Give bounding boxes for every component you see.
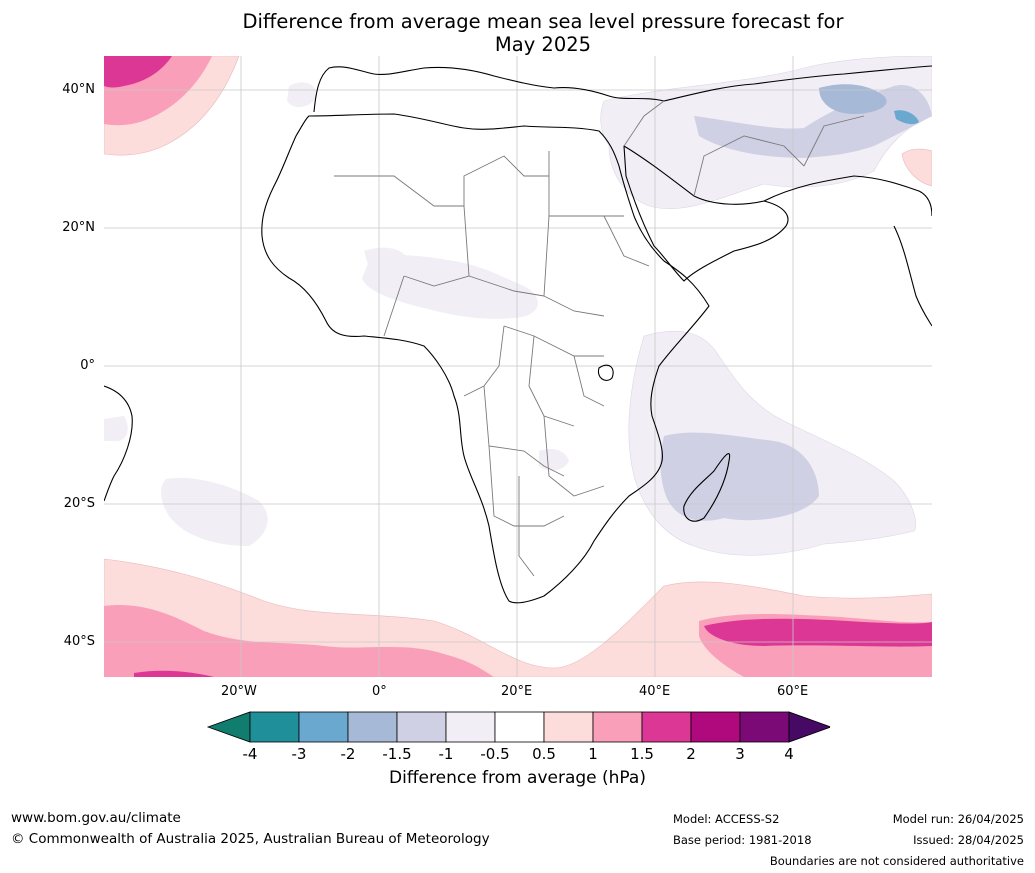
country-borders <box>334 100 865 577</box>
colorbar-cell <box>347 711 398 743</box>
lat-label-20n: 20°N <box>62 220 95 235</box>
anomaly-south-magenta-west <box>134 670 214 677</box>
anomaly-south-pink <box>104 605 494 677</box>
colorbar-cell <box>641 711 692 743</box>
footer-issued: Issued: 28/04/2025 <box>913 833 1024 847</box>
colorbar-cell <box>249 711 300 743</box>
colorbar <box>206 711 830 743</box>
colorbar-tick-label: -0.5 <box>480 745 510 763</box>
lat-label-equator: 0° <box>80 358 95 373</box>
colorbar-tick-label: -1.5 <box>382 745 412 763</box>
footer-base-period: Base period: 1981-2018 <box>673 833 812 847</box>
lat-label-20s: 20°S <box>63 496 95 511</box>
anomaly-south-magenta-east <box>704 618 932 647</box>
anomaly-east-light <box>901 148 932 187</box>
colorbar-cell <box>739 711 790 743</box>
colorbar-tick-label: -4 <box>242 745 258 763</box>
map-svg <box>104 56 932 677</box>
colorbar-tick-label: 3 <box>735 745 745 763</box>
footer-model-run: Model run: 26/04/2025 <box>892 812 1024 826</box>
colorbar-cell <box>298 711 349 743</box>
anomaly-mideast-dark <box>819 84 887 114</box>
lon-label-0: 0° <box>372 684 387 699</box>
title-line-1: Difference from average mean sea level p… <box>242 10 844 33</box>
pressure-anomaly-map <box>104 56 932 677</box>
anomaly-north-atlantic-light <box>287 82 317 108</box>
colorbar-tick-label: 1 <box>588 745 598 763</box>
colorbar-tick-label: 4 <box>784 745 794 763</box>
colorbar-cell <box>543 711 594 743</box>
map-title: Difference from average mean sea level p… <box>0 10 1035 56</box>
lon-label-20w: 20°W <box>221 684 257 699</box>
anomaly-sahel-light <box>362 255 538 319</box>
colorbar-tick-label: -3 <box>291 745 307 763</box>
colorbar-tick-label: 2 <box>686 745 696 763</box>
anomaly-indian-mid <box>660 432 819 521</box>
colorbar-cell <box>494 711 545 743</box>
anomaly-mideast-teal <box>894 110 919 125</box>
footer-disclaimer: Boundaries are not considered authoritat… <box>769 854 1024 868</box>
colorbar-tick-label: -1 <box>438 745 454 763</box>
anomaly-southern-africa-light <box>539 449 569 471</box>
footer-model: Model: ACCESS-S2 <box>673 812 780 826</box>
colorbar-cell <box>690 711 741 743</box>
footer-copyright: © Commonwealth of Australia 2025, Austra… <box>11 831 490 847</box>
lat-label-40n: 40°N <box>62 82 95 97</box>
title-line-2: May 2025 <box>494 33 592 56</box>
colorbar-cell <box>396 711 447 743</box>
lon-label-20e: 20°E <box>501 684 533 699</box>
colorbar-cell <box>445 711 496 743</box>
colorbar-cells <box>206 711 830 743</box>
colorbar-extend-min <box>206 711 251 743</box>
lon-label-60e: 60°E <box>777 684 809 699</box>
anomaly-west-atlantic-light <box>104 416 128 441</box>
graticule <box>104 56 932 677</box>
footer-website: www.bom.gov.au/climate <box>11 810 181 826</box>
lon-label-40e: 40°E <box>639 684 671 699</box>
colorbar-tick-label: -2 <box>340 745 356 763</box>
colorbar-tick-label: 0.5 <box>532 745 556 763</box>
anomaly-west-africa-light <box>364 247 409 272</box>
lat-label-40s: 40°S <box>63 634 95 649</box>
colorbar-tick-label: 1.5 <box>630 745 654 763</box>
colorbar-extend-max <box>788 711 830 743</box>
colorbar-title: Difference from average (hPa) <box>389 768 646 788</box>
colorbar-cell <box>592 711 643 743</box>
anomaly-nw-magenta <box>104 56 172 88</box>
coastlines <box>104 65 932 604</box>
